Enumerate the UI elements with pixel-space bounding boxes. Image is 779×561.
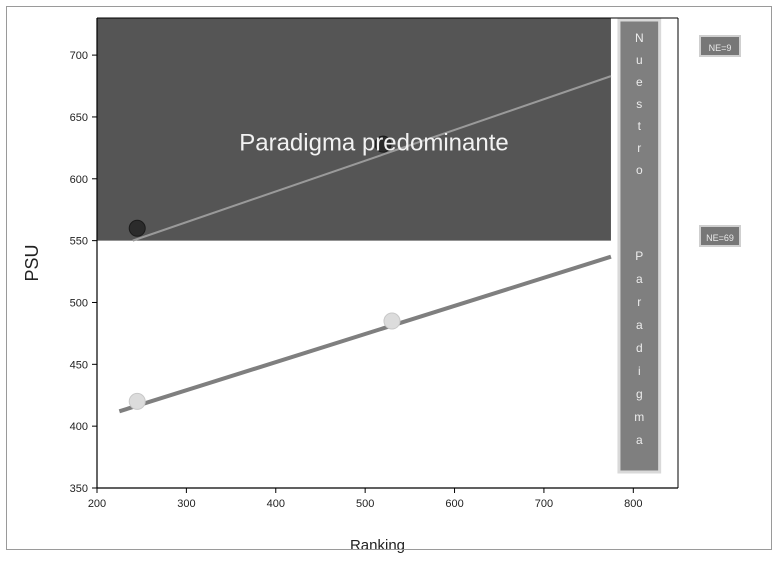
vertical-box-letter: P [635,249,643,263]
vertical-box-letter: a [636,433,643,447]
vertical-box-letter: r [637,295,641,309]
vertical-box-letter: t [638,119,642,133]
y-tick-label: 350 [70,483,88,495]
series-tag-label: NE=69 [706,233,734,243]
vertical-box-letter: a [636,272,643,286]
vertical-box-letter: o [636,163,643,177]
y-tick-label: 550 [70,236,88,248]
series-tag-label: NE=9 [709,43,732,53]
vertical-box-letter: i [638,364,641,378]
y-tick-label: 450 [70,359,88,371]
x-tick-label: 700 [535,498,553,510]
series-tag-box [699,225,741,247]
x-tick-label: 400 [267,498,285,510]
x-tick-label: 500 [356,498,374,510]
x-tick-label: 600 [445,498,463,510]
trend-line [132,75,612,242]
vertical-box-letter: s [636,97,642,111]
figure-frame [6,6,772,550]
vertical-box-letter: a [636,318,643,332]
region-label: Paradigma predominante [239,130,509,157]
y-tick-label: 400 [70,421,88,433]
vertical-box-letter: g [636,387,643,401]
x-tick-label: 800 [624,498,642,510]
data-point [383,312,401,330]
data-point [128,392,146,410]
x-tick-label: 300 [177,498,195,510]
shaded-region [97,18,611,241]
vertical-box-letter: m [634,410,644,424]
x-tick-label: 200 [88,498,106,510]
vertical-box-letter: d [636,341,643,355]
vertical-box-letter: e [636,75,643,89]
y-tick-label: 600 [70,174,88,186]
y-tick-label: 500 [70,297,88,309]
data-point [374,135,392,153]
vertical-box [617,18,662,474]
y-tick-label: 650 [70,112,88,124]
series-tag-box [699,35,741,57]
vertical-box-letter: r [637,141,641,155]
trend-line [118,254,612,414]
y-axis-label: PSU [22,244,42,281]
data-point [128,219,146,237]
y-tick-label: 700 [70,50,88,62]
vertical-box-letter: N [635,31,644,45]
vertical-box-letter: u [636,53,643,67]
